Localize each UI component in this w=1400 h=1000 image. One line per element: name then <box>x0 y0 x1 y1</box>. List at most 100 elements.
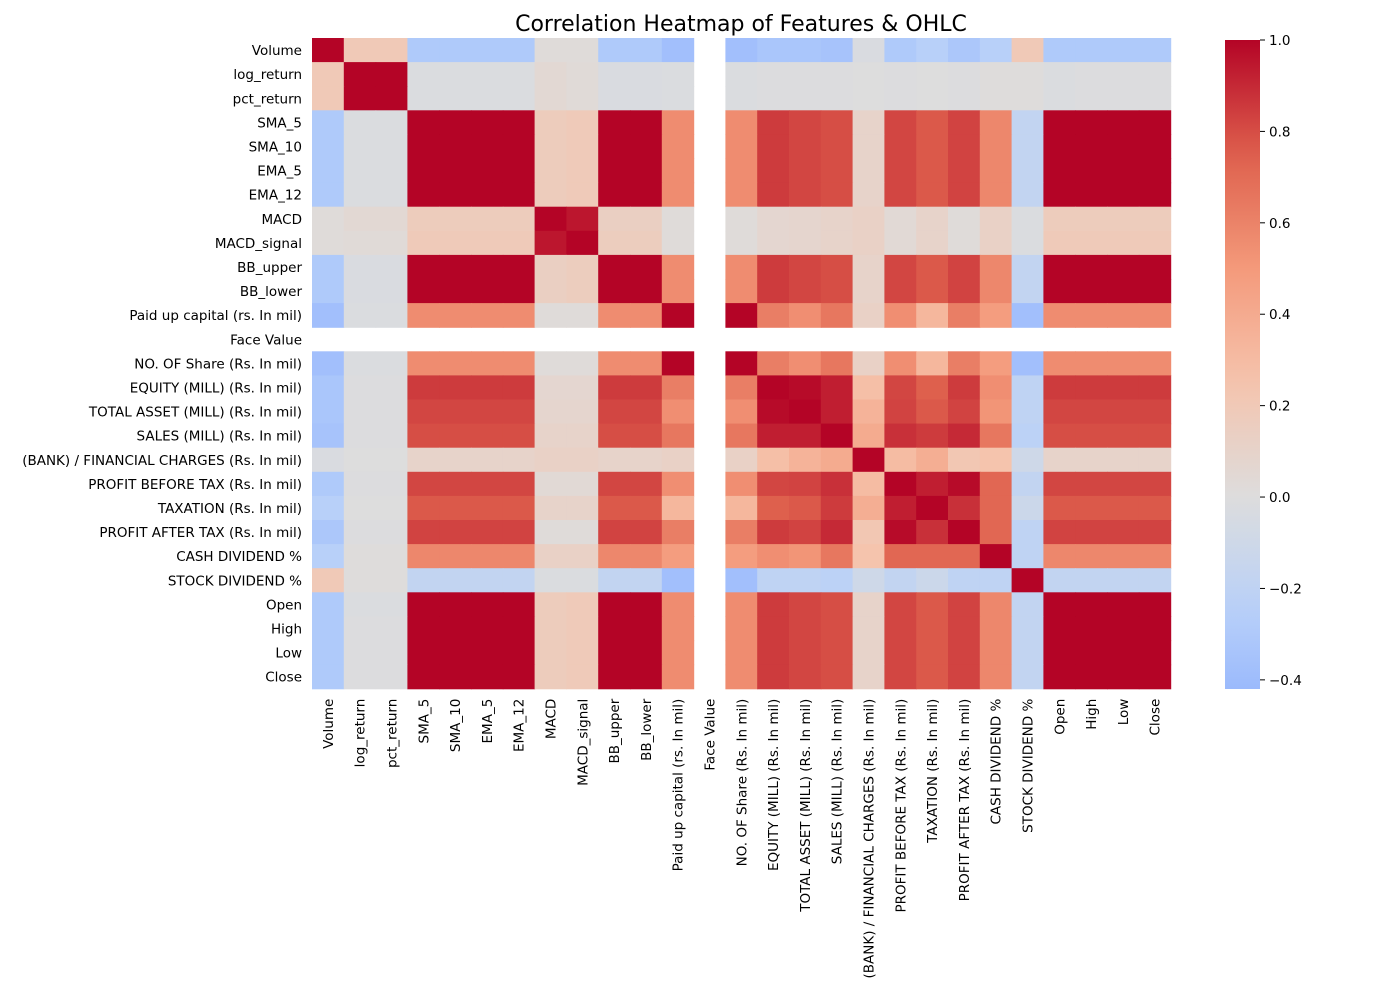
row-label: Close <box>265 670 302 686</box>
heatmap-cell <box>375 206 408 232</box>
heatmap-cell <box>375 62 408 87</box>
heatmap-cell <box>598 206 631 232</box>
heatmap-cell <box>661 230 695 256</box>
heatmap-cell <box>1075 520 1108 545</box>
heatmap-cell <box>502 254 536 280</box>
heatmap-cell <box>820 279 854 304</box>
heatmap-cell <box>534 544 567 569</box>
heatmap-cell <box>1011 423 1044 449</box>
heatmap-cell <box>566 279 599 304</box>
heatmap-cell <box>407 375 440 401</box>
heatmap-cell <box>502 399 536 425</box>
row-label: PROFIT AFTER TAX (Rs. In mil) <box>99 525 302 541</box>
column-label: SMA_5 <box>416 699 432 744</box>
heatmap-cell <box>852 447 885 473</box>
heatmap-cell <box>1138 351 1172 376</box>
heatmap-cell <box>343 38 377 63</box>
heatmap-cell <box>852 182 885 208</box>
heatmap-cell <box>534 206 567 232</box>
heatmap-cell <box>312 351 345 376</box>
heatmap-cell <box>598 471 631 497</box>
row-label: Paid up capital (rs. In mil) <box>129 308 302 324</box>
heatmap-cell <box>566 62 599 87</box>
heatmap-cell <box>916 230 949 256</box>
heatmap-cell <box>566 230 599 256</box>
heatmap-cell <box>852 279 885 304</box>
heatmap-cell <box>375 520 408 545</box>
heatmap-cell <box>534 110 567 135</box>
heatmap-cell <box>884 447 917 473</box>
heatmap-cell <box>630 254 663 280</box>
heatmap-cell <box>916 206 949 232</box>
heatmap-cell <box>534 664 567 690</box>
row-label: (BANK) / FINANCIAL CHARGES (Rs. In mil) <box>22 453 302 469</box>
heatmap-cell <box>820 664 854 690</box>
heatmap-cell <box>1107 568 1140 593</box>
heatmap-cell <box>598 640 631 666</box>
row-labels: Volume log_return pct_return SMA_5 SMA_10 EMA… <box>22 43 302 686</box>
heatmap-cell <box>661 206 695 232</box>
heatmap-cell <box>725 399 758 425</box>
column-label: PROFIT BEFORE TAX (Rs. In mil) <box>893 699 909 913</box>
heatmap-cell <box>343 254 377 280</box>
heatmap-cell <box>948 520 981 545</box>
heatmap-cell <box>439 110 472 135</box>
heatmap-cell <box>343 62 377 87</box>
heatmap-cell <box>598 158 631 184</box>
heatmap-cell <box>534 279 567 304</box>
heatmap-cell <box>439 544 472 569</box>
heatmap-cell <box>343 471 377 497</box>
heatmap-cell <box>1011 592 1044 617</box>
heatmap-cell <box>757 447 790 473</box>
heatmap-cell <box>789 495 822 521</box>
heatmap-cell <box>375 134 408 160</box>
row-label: CASH DIVIDEND % <box>176 549 302 565</box>
heatmap-cell <box>852 206 885 232</box>
heatmap-cell <box>852 38 885 63</box>
heatmap-cell <box>916 86 949 111</box>
heatmap-cell <box>502 640 536 666</box>
heatmap-cell <box>1107 206 1140 232</box>
heatmap-cell <box>439 592 472 617</box>
row-label: PROFIT BEFORE TAX (Rs. In mil) <box>88 477 302 493</box>
heatmap-cell <box>439 158 472 184</box>
heatmap-cell <box>598 351 631 376</box>
heatmap-cell <box>566 110 599 135</box>
row-label: log_return <box>233 67 302 83</box>
heatmap-cell <box>439 86 472 111</box>
heatmap-cell <box>502 303 536 328</box>
heatmap-cell <box>375 495 408 521</box>
heatmap-cell <box>979 134 1013 160</box>
heatmap-cell <box>471 471 504 497</box>
heatmap-cell <box>598 423 631 449</box>
heatmap-cell <box>534 592 567 617</box>
heatmap-cell <box>566 86 599 111</box>
heatmap-cell <box>1011 134 1044 160</box>
heatmap-cell <box>566 664 599 690</box>
heatmap-cell <box>916 303 949 328</box>
heatmap-cell <box>630 110 663 135</box>
heatmap-cell <box>1107 495 1140 521</box>
heatmap-cell <box>534 134 567 160</box>
heatmap-cell <box>566 351 599 376</box>
heatmap-cell <box>884 206 917 232</box>
heatmap-cell <box>884 110 917 135</box>
heatmap-cell <box>534 230 567 256</box>
colorbar <box>1225 40 1260 689</box>
column-label: CASH DIVIDEND % <box>989 699 1005 825</box>
heatmap-cell <box>1043 616 1076 642</box>
heatmap-cell <box>534 640 567 666</box>
heatmap-cell <box>471 495 504 521</box>
heatmap-cell <box>979 182 1013 208</box>
heatmap-cell <box>661 471 695 497</box>
heatmap-cell <box>566 206 599 232</box>
heatmap-cell <box>789 279 822 304</box>
heatmap-cell <box>1138 254 1172 280</box>
heatmap-cell <box>1107 616 1140 642</box>
heatmap-cell <box>916 640 949 666</box>
colorbar-tick-label: 0.4 <box>1269 307 1290 323</box>
heatmap-cell <box>820 568 854 593</box>
heatmap-cell <box>884 640 917 666</box>
heatmap-cell <box>407 134 440 160</box>
heatmap-cell <box>534 568 567 593</box>
